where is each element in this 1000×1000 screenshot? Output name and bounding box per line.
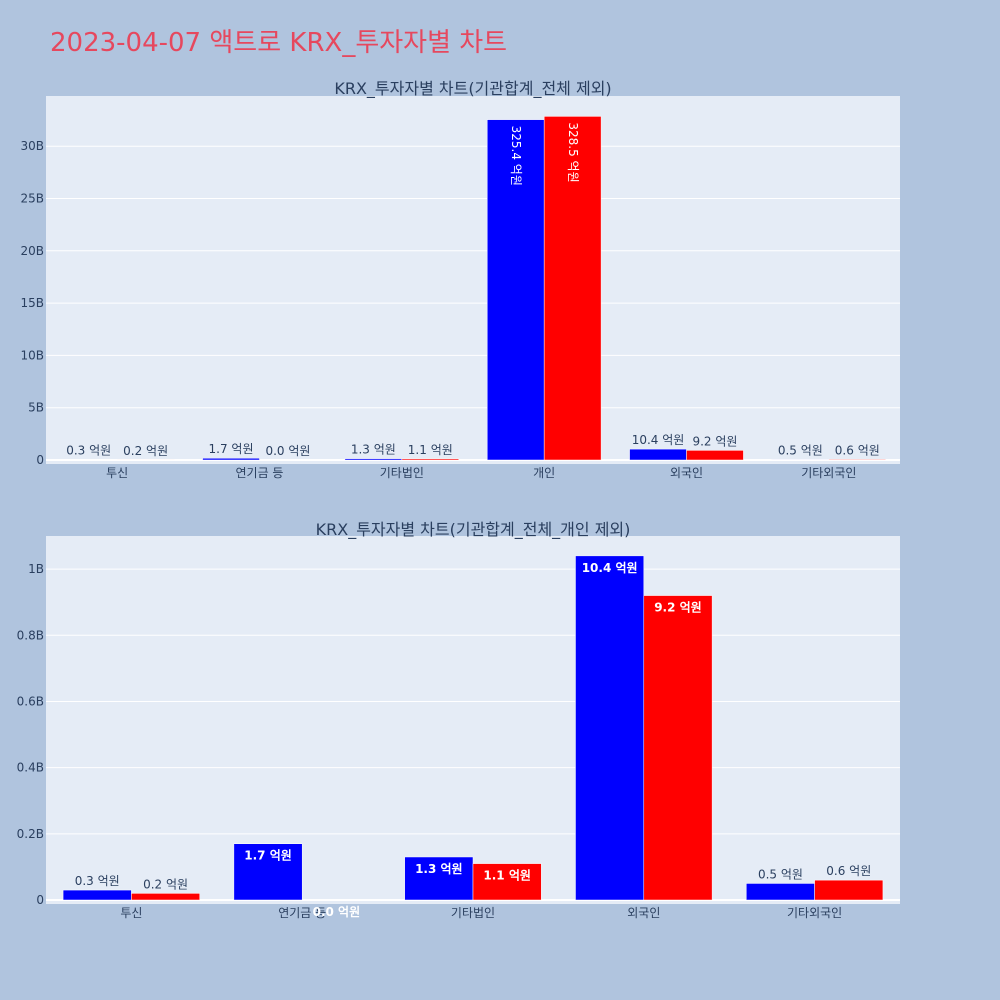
x-tick-label: 연기금 등 bbox=[278, 906, 326, 920]
data-label: 0.6 억원 bbox=[826, 864, 871, 878]
y-tick-label: 0 bbox=[36, 453, 44, 467]
bar bbox=[746, 883, 815, 901]
bar bbox=[202, 457, 260, 461]
data-label: 325.4 억원 bbox=[509, 126, 523, 186]
data-label: 10.4 억원 bbox=[632, 433, 685, 447]
x-tick-label: 기타법인 bbox=[380, 466, 424, 480]
x-tick-label: 외국인 bbox=[627, 906, 660, 920]
y-tick-label: 15B bbox=[20, 296, 44, 310]
x-tick-label: 기타외국인 bbox=[801, 466, 856, 480]
plot-area bbox=[46, 96, 900, 464]
bar bbox=[401, 458, 460, 461]
x-tick-label: 연기금 등 bbox=[236, 466, 284, 480]
bar bbox=[575, 555, 645, 901]
x-tick-label: 투신 bbox=[120, 906, 142, 920]
chart-title: KRX_투자자별 차트(기관합계_전체 제외) bbox=[334, 79, 611, 99]
data-label: 1.7 억원 bbox=[244, 849, 292, 863]
x-tick-label: 기타법인 bbox=[451, 906, 495, 920]
y-tick-label: 0.2B bbox=[17, 827, 44, 841]
y-tick-label: 25B bbox=[20, 192, 44, 206]
y-tick-label: 10B bbox=[20, 348, 44, 362]
bar bbox=[344, 458, 403, 461]
bar bbox=[828, 459, 887, 461]
x-tick-label: 기타외국인 bbox=[787, 906, 842, 920]
data-label: 1.1 억원 bbox=[408, 443, 453, 457]
y-tick-label: 0.4B bbox=[17, 761, 44, 775]
data-label: 0.6 억원 bbox=[835, 443, 880, 457]
y-tick-label: 1B bbox=[28, 562, 44, 576]
x-tick-label: 외국인 bbox=[670, 466, 703, 480]
bar bbox=[629, 448, 687, 461]
data-label: 9.2 억원 bbox=[654, 601, 702, 615]
data-label: 0.2 억원 bbox=[143, 877, 188, 891]
chart-investor-all: 0 5B 10B 15B 20B 25B 30B KRX_투자자별 차트(기관합계_전체 제외… bbox=[20, 79, 900, 480]
plot-area bbox=[46, 536, 900, 904]
y-tick-label: 5B bbox=[28, 401, 44, 415]
data-label: 1.7 억원 bbox=[209, 442, 254, 456]
bar bbox=[643, 595, 713, 901]
chart-title: KRX_투자자별 차트(기관합계_전체_개인 제외) bbox=[316, 520, 631, 540]
data-label: 0.0 억원 bbox=[313, 905, 361, 919]
chart-investor-excl-individual: 0 0.2B 0.4B 0.6B 0.8B 1B KRX_투자자별 차트(기관합계_전체_개… bbox=[17, 520, 900, 920]
y-tick-label: 30B bbox=[20, 139, 44, 153]
x-tick-label: 개인 bbox=[533, 466, 555, 480]
bar bbox=[686, 450, 744, 461]
y-tick-label: 0.6B bbox=[17, 694, 44, 708]
data-label: 1.3 억원 bbox=[351, 443, 396, 457]
bar bbox=[404, 856, 474, 901]
bar bbox=[62, 889, 132, 901]
data-label: 1.3 억원 bbox=[415, 862, 463, 876]
y-tick-label: 0.8B bbox=[17, 628, 44, 642]
data-label: 328.5 억원 bbox=[566, 122, 580, 182]
bar bbox=[543, 116, 602, 461]
data-label: 0.0 억원 bbox=[265, 444, 310, 458]
bar bbox=[814, 879, 884, 901]
page-title: 2023-04-07 액트로 KRX_투자자별 차트 bbox=[50, 28, 508, 58]
bar bbox=[131, 893, 200, 901]
bar bbox=[486, 119, 545, 461]
data-label: 0.2 억원 bbox=[123, 444, 168, 458]
y-tick-label: 0 bbox=[36, 893, 44, 907]
data-label: 0.5 억원 bbox=[778, 443, 823, 457]
data-label: 9.2 억원 bbox=[692, 434, 737, 448]
bar bbox=[233, 843, 303, 901]
y-tick-label: 20B bbox=[20, 244, 44, 258]
data-label: 10.4 억원 bbox=[582, 561, 638, 575]
bar bbox=[771, 459, 830, 461]
data-label: 1.1 억원 bbox=[483, 869, 531, 883]
x-tick-label: 투신 bbox=[106, 466, 128, 480]
data-label: 0.3 억원 bbox=[75, 874, 120, 888]
bar bbox=[472, 863, 542, 901]
data-label: 0.3 억원 bbox=[66, 444, 111, 458]
data-label: 0.5 억원 bbox=[758, 867, 803, 881]
